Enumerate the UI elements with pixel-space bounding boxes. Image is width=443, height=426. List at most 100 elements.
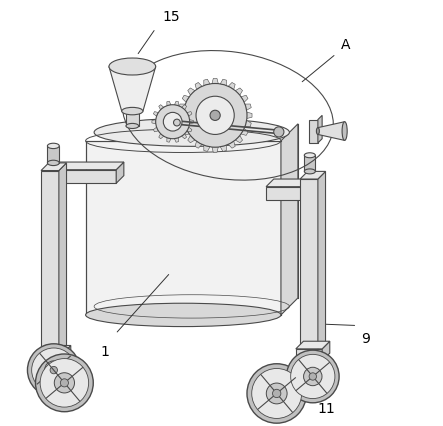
Circle shape: [35, 354, 93, 412]
Polygon shape: [241, 128, 248, 135]
Polygon shape: [49, 162, 124, 170]
Circle shape: [54, 373, 74, 393]
Polygon shape: [153, 127, 158, 132]
Polygon shape: [304, 179, 312, 200]
Polygon shape: [182, 95, 189, 102]
Polygon shape: [167, 138, 171, 142]
Polygon shape: [188, 135, 195, 143]
Polygon shape: [195, 83, 202, 89]
Polygon shape: [179, 104, 185, 110]
Polygon shape: [235, 88, 242, 95]
Bar: [47, 146, 59, 163]
Circle shape: [40, 359, 89, 407]
Circle shape: [50, 366, 58, 374]
Circle shape: [31, 348, 76, 392]
Polygon shape: [318, 171, 326, 349]
Polygon shape: [188, 88, 195, 95]
Polygon shape: [235, 135, 242, 143]
Polygon shape: [187, 127, 192, 132]
Ellipse shape: [304, 153, 315, 158]
Ellipse shape: [304, 169, 315, 174]
Circle shape: [210, 110, 220, 121]
Polygon shape: [63, 345, 71, 368]
Polygon shape: [37, 345, 71, 353]
Circle shape: [27, 344, 80, 397]
Bar: [126, 111, 139, 126]
Polygon shape: [182, 134, 187, 139]
Circle shape: [309, 373, 316, 380]
Circle shape: [291, 354, 335, 399]
Bar: [37, 353, 63, 368]
Circle shape: [274, 127, 284, 137]
Polygon shape: [212, 78, 218, 83]
Circle shape: [174, 119, 180, 126]
Polygon shape: [178, 112, 183, 118]
Polygon shape: [296, 341, 330, 349]
Polygon shape: [212, 147, 218, 152]
Ellipse shape: [47, 143, 59, 149]
Bar: [296, 349, 322, 361]
Circle shape: [155, 105, 190, 139]
Circle shape: [287, 350, 339, 403]
Polygon shape: [182, 128, 189, 135]
Polygon shape: [159, 105, 164, 110]
Polygon shape: [159, 134, 164, 139]
Polygon shape: [182, 105, 187, 110]
Circle shape: [303, 367, 322, 386]
Polygon shape: [281, 124, 298, 315]
Circle shape: [247, 364, 307, 423]
Polygon shape: [187, 112, 192, 116]
Text: 15: 15: [162, 10, 180, 24]
Ellipse shape: [85, 303, 281, 327]
Bar: [41, 170, 59, 353]
Polygon shape: [204, 145, 210, 152]
Polygon shape: [241, 95, 248, 102]
Polygon shape: [204, 79, 210, 86]
Text: 9: 9: [361, 332, 370, 346]
Polygon shape: [190, 120, 194, 124]
Bar: [266, 187, 304, 200]
Ellipse shape: [47, 160, 59, 166]
Circle shape: [60, 379, 68, 387]
Polygon shape: [247, 112, 252, 118]
Polygon shape: [116, 162, 124, 183]
Ellipse shape: [316, 128, 319, 135]
Bar: [308, 120, 318, 143]
Polygon shape: [179, 121, 185, 127]
Text: 11: 11: [317, 402, 335, 416]
Ellipse shape: [122, 107, 143, 115]
Polygon shape: [322, 341, 330, 361]
Polygon shape: [245, 121, 251, 127]
Polygon shape: [300, 171, 326, 179]
Polygon shape: [109, 66, 155, 111]
Polygon shape: [228, 141, 235, 148]
Circle shape: [272, 389, 281, 397]
Text: 1: 1: [100, 345, 109, 359]
Polygon shape: [220, 145, 226, 152]
Polygon shape: [153, 112, 158, 116]
Polygon shape: [266, 179, 312, 187]
Ellipse shape: [126, 124, 139, 129]
Polygon shape: [175, 101, 179, 106]
Polygon shape: [318, 122, 345, 141]
Polygon shape: [59, 163, 66, 353]
Polygon shape: [167, 101, 171, 106]
Circle shape: [196, 96, 234, 135]
Text: A: A: [340, 38, 350, 52]
Circle shape: [252, 368, 302, 418]
Circle shape: [183, 83, 247, 147]
Polygon shape: [228, 83, 235, 89]
Circle shape: [163, 112, 182, 131]
Circle shape: [45, 361, 63, 379]
Ellipse shape: [94, 118, 289, 147]
Polygon shape: [245, 104, 251, 110]
Bar: [57, 170, 116, 183]
Bar: [300, 179, 318, 349]
Polygon shape: [152, 120, 156, 124]
Polygon shape: [318, 115, 322, 143]
Polygon shape: [195, 141, 202, 148]
Ellipse shape: [109, 58, 155, 75]
Bar: [304, 155, 315, 171]
Circle shape: [266, 383, 287, 404]
Polygon shape: [175, 138, 179, 142]
